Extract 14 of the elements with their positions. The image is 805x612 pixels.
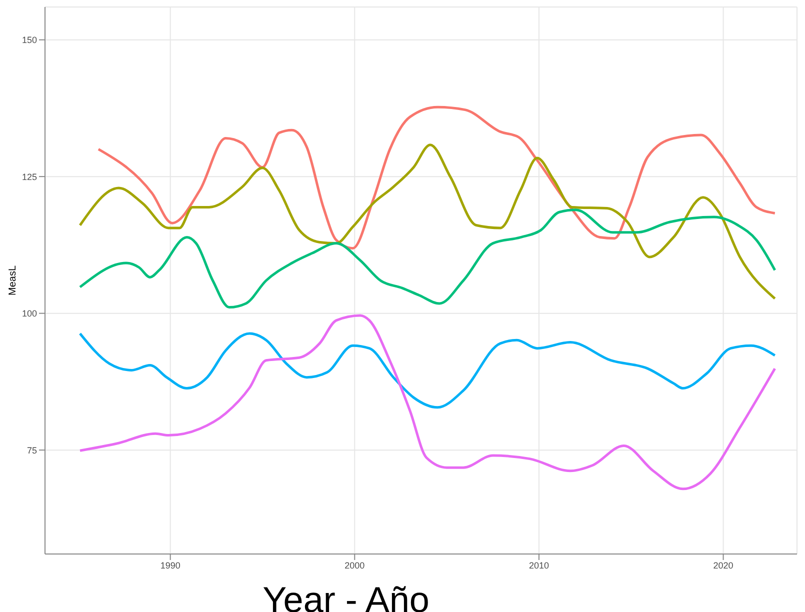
line-series <box>97 106 776 250</box>
line-series <box>78 332 776 409</box>
y-tick-label: 100 <box>22 308 37 319</box>
line-series <box>78 208 776 309</box>
y-tick-label: 75 <box>26 445 37 456</box>
line-series <box>78 144 776 300</box>
y-tick-label: 150 <box>22 35 37 46</box>
y-tick-label: 125 <box>22 172 37 182</box>
x-tick-label: 2000 <box>344 560 365 570</box>
y-axis-title: MeasL <box>8 265 19 296</box>
line-series <box>78 314 776 490</box>
x-tick-label: 2010 <box>528 560 549 570</box>
x-tick-label: 1990 <box>160 560 180 570</box>
x-tick-label: 2020 <box>713 560 734 570</box>
